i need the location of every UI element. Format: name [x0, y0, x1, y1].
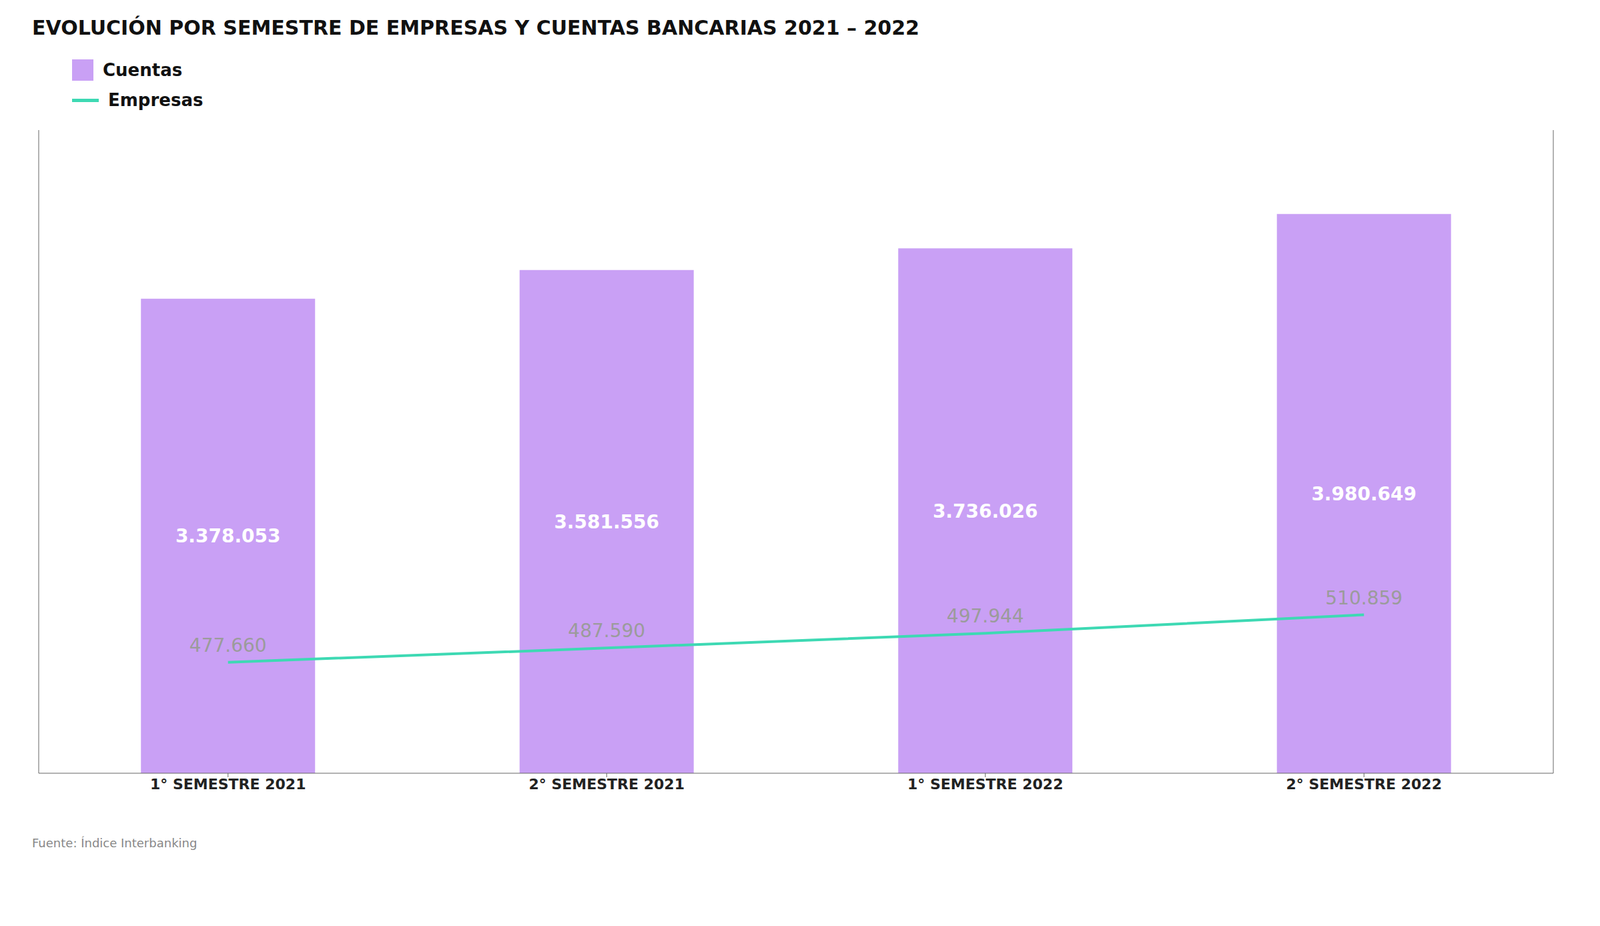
- svg-text:487.590: 487.590: [567, 619, 646, 642]
- html-text:Fuente: Índice Interbanking: Fuente: Índice Interbanking: [32, 836, 198, 851]
- svg-text:3.736.026: 3.736.026: [932, 500, 1039, 523]
- html-text:Cuentas: Cuentas: [102, 60, 183, 81]
- svg-text:2° SEMESTRE 2022: 2° SEMESTRE 2022: [1286, 775, 1442, 793]
- svg-text:497.944: 497.944: [946, 605, 1025, 628]
- svg-text:3.980.649: 3.980.649: [1311, 483, 1417, 506]
- svg-text:510.859: 510.859: [1325, 587, 1403, 610]
- svg-text:1° SEMESTRE 2022: 1° SEMESTRE 2022: [907, 775, 1063, 793]
- svg-text:1° SEMESTRE 2021: 1° SEMESTRE 2021: [150, 775, 306, 793]
- svg-text:477.660: 477.660: [189, 634, 267, 657]
- html-text:Empresas: Empresas: [108, 90, 204, 111]
- html-text:EVOLUCIÓN POR SEMESTRE DE EMPR: EVOLUCIÓN POR SEMESTRE DE EMPRESAS Y CUE…: [32, 16, 920, 40]
- svg-text:3.378.053: 3.378.053: [175, 525, 281, 548]
- svg-text:3.581.556: 3.581.556: [553, 511, 660, 534]
- svg-text:2° SEMESTRE 2021: 2° SEMESTRE 2021: [529, 775, 685, 793]
